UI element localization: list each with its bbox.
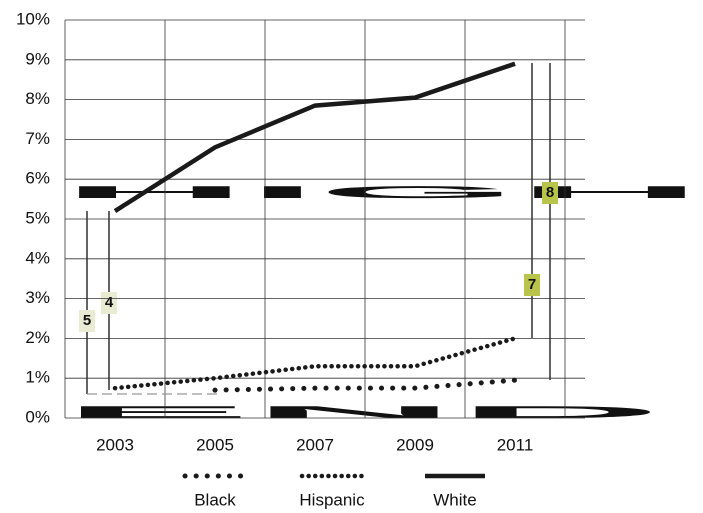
y-tick-label: 6% xyxy=(25,169,50,188)
y-tick-label: 1% xyxy=(25,368,50,387)
background-word: END xyxy=(62,403,662,422)
x-tick-label: 2007 xyxy=(296,435,334,454)
x-tick-label: 2005 xyxy=(196,435,234,454)
legend-label: Hispanic xyxy=(299,490,365,509)
annotation: 4 xyxy=(105,294,114,311)
annotation-bg xyxy=(101,292,117,314)
series-line xyxy=(113,61,516,213)
y-tick-label: 3% xyxy=(25,288,50,307)
y-tick-label: 9% xyxy=(25,49,50,68)
y-tick-label: 4% xyxy=(25,248,50,267)
annotation-lines xyxy=(86,63,551,394)
y-tick-label: 5% xyxy=(25,208,50,227)
annotation: 7 xyxy=(528,276,536,293)
x-tick-label: 2011 xyxy=(497,435,534,454)
y-tick-label: 0% xyxy=(25,407,50,426)
legend-label: White xyxy=(433,490,476,509)
annotation-bg xyxy=(542,182,558,204)
x-tick-label: 2003 xyxy=(96,435,134,454)
legend-label: Black xyxy=(194,490,236,509)
y-tick-label: 2% xyxy=(25,328,50,347)
annotation: 8 xyxy=(546,184,554,201)
x-tick-label: 2009 xyxy=(396,435,434,454)
y-tick-label: 7% xyxy=(25,129,50,148)
annotation-bg xyxy=(79,310,95,332)
series-line xyxy=(112,336,518,391)
y-tick-label: 8% xyxy=(25,89,50,108)
annotation: 5 xyxy=(83,312,91,329)
annotation-bg xyxy=(524,274,540,296)
y-tick-label: 10% xyxy=(16,9,50,28)
